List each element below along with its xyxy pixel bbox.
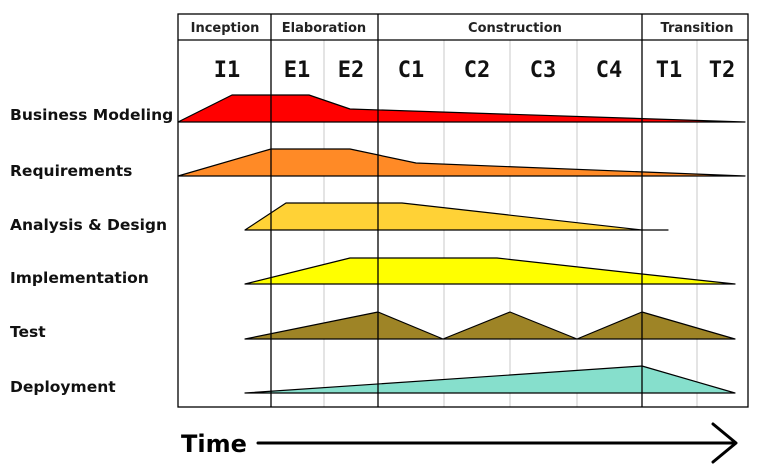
phase-construction: Construction (468, 21, 562, 36)
hump-implementation (244, 257, 736, 285)
iteration-c1: C1 (398, 58, 425, 83)
hump-business-modeling (177, 94, 746, 123)
iteration-c2: C2 (464, 58, 491, 83)
discipline-test: Test (10, 323, 46, 341)
discipline-deployment: Deployment (10, 378, 116, 396)
phase-transition: Transition (661, 21, 734, 36)
discipline-labels: Business Modeling Requirements Analysis … (10, 106, 173, 396)
time-arrow (256, 422, 738, 464)
iteration-t2: T2 (709, 58, 736, 83)
hump-deployment (244, 365, 736, 394)
iteration-t1: T1 (656, 58, 683, 83)
hump-test (244, 311, 736, 340)
discipline-requirements: Requirements (10, 162, 132, 180)
iteration-labels: I1 E1 E2 C1 C2 C3 C4 T1 T2 (214, 58, 736, 83)
hump-requirements (177, 148, 746, 177)
discipline-analysis-design: Analysis & Design (10, 216, 167, 234)
phase-inception: Inception (191, 21, 260, 36)
hump-analysis-design (244, 202, 669, 231)
discipline-humps (177, 94, 746, 394)
iteration-e1: E1 (284, 58, 311, 83)
iteration-i1: I1 (214, 58, 241, 83)
discipline-implementation: Implementation (10, 269, 149, 287)
diagram-frame (177, 13, 749, 408)
discipline-business-modeling: Business Modeling (10, 106, 173, 124)
iteration-c3: C3 (530, 58, 557, 83)
iteration-e2: E2 (338, 58, 365, 83)
time-label: Time (181, 430, 247, 458)
iteration-c4: C4 (596, 58, 623, 83)
phase-elaboration: Elaboration (282, 21, 366, 36)
phase-headers: Inception Elaboration Construction Trans… (191, 21, 734, 36)
